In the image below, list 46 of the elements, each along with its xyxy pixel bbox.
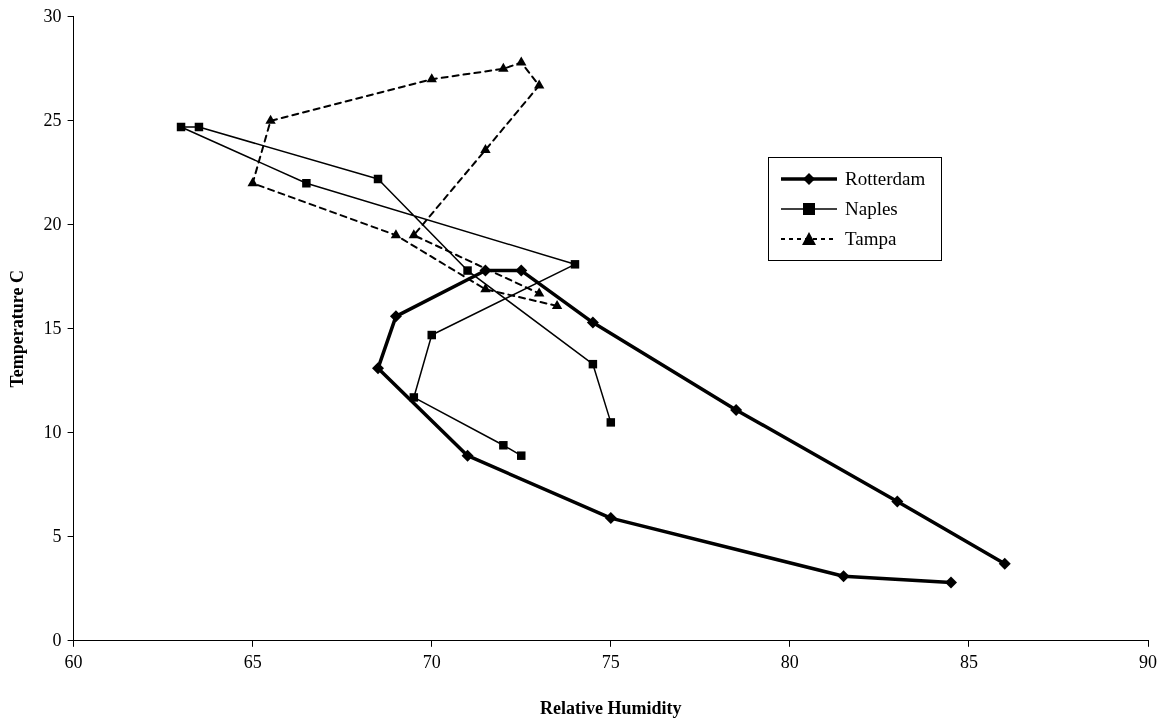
point xyxy=(515,264,528,277)
point xyxy=(945,576,958,589)
y-tick-label: 10 xyxy=(43,421,62,442)
point xyxy=(517,451,526,460)
y-tick-label: 5 xyxy=(52,525,62,546)
point xyxy=(730,403,743,416)
x-tick-label: 90 xyxy=(1139,652,1157,673)
point xyxy=(265,114,276,124)
point xyxy=(570,260,580,269)
y-tick-label: 0 xyxy=(52,629,62,650)
legend-label: Tampa xyxy=(845,227,897,250)
point xyxy=(461,449,474,462)
x-tick-label: 75 xyxy=(601,652,620,673)
point xyxy=(498,62,509,72)
x-tick-label: 60 xyxy=(64,652,83,673)
point xyxy=(606,418,616,427)
x-tick-label: 80 xyxy=(780,652,799,673)
y-tick-label: 30 xyxy=(43,5,62,26)
x-tick-label: 70 xyxy=(422,652,441,673)
point xyxy=(516,56,527,66)
point xyxy=(426,73,437,83)
point xyxy=(389,310,402,323)
point xyxy=(302,178,311,188)
x-tick-label: 65 xyxy=(243,652,262,673)
point xyxy=(427,330,436,340)
legend-label: Rotterdam xyxy=(845,167,926,190)
point xyxy=(586,316,599,329)
point xyxy=(499,441,508,450)
point xyxy=(390,229,402,239)
point xyxy=(463,266,472,275)
y-tick-label: 20 xyxy=(43,213,62,234)
point xyxy=(998,557,1011,570)
point xyxy=(247,177,258,187)
legend-label: Naples xyxy=(845,197,898,220)
point xyxy=(408,229,420,239)
point xyxy=(372,362,385,375)
point xyxy=(891,495,904,508)
point xyxy=(604,512,617,525)
x-tick-label: 85 xyxy=(959,652,978,673)
point xyxy=(837,570,850,583)
y-tick-label: 15 xyxy=(43,317,62,338)
y-axis-title: Temperature C xyxy=(7,270,28,388)
point xyxy=(480,143,491,153)
y-tick-label: 25 xyxy=(43,109,62,130)
x-axis-title: Relative Humidity xyxy=(540,697,682,718)
point xyxy=(551,299,563,309)
